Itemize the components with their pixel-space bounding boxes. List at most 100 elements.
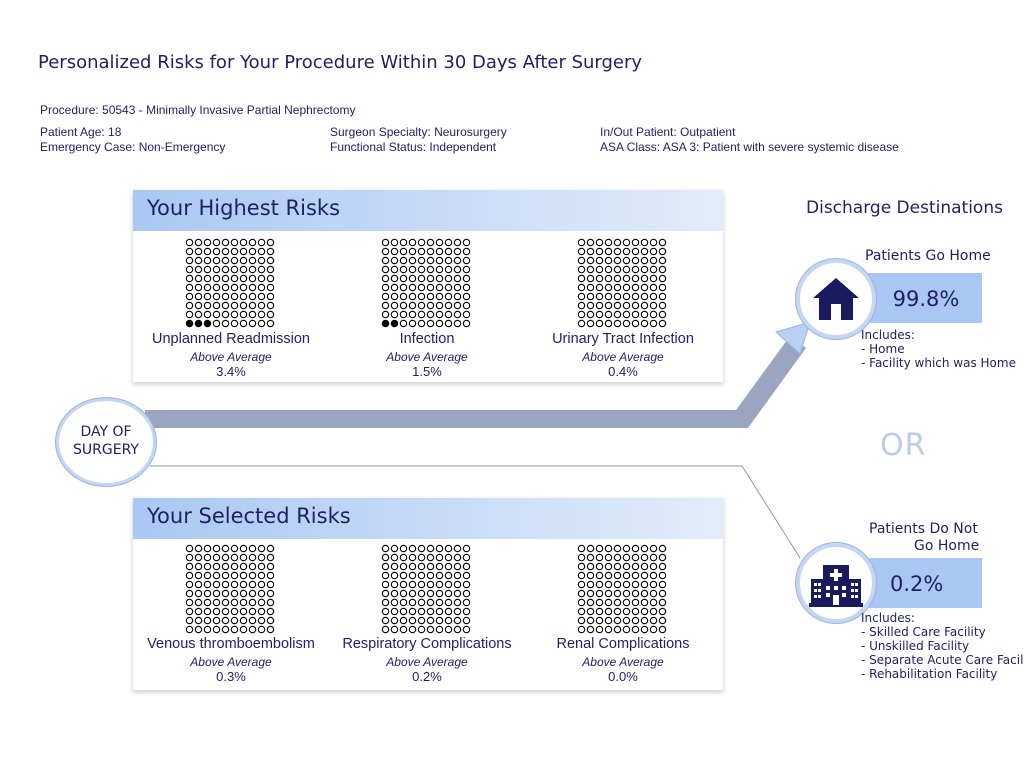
patient-dot	[194, 256, 203, 265]
patient-dot	[586, 553, 595, 562]
patient-dot	[381, 256, 390, 265]
highest-risks-header: Your Highest Risks	[133, 190, 723, 231]
patient-dot	[649, 256, 658, 265]
patient-dot	[381, 265, 390, 274]
patient-dot	[417, 256, 426, 265]
patient-dot	[658, 625, 667, 634]
patient-dot	[221, 292, 230, 301]
patient-dot	[212, 625, 221, 634]
patient-dot	[221, 589, 230, 598]
patient-dot	[408, 616, 417, 625]
patient-dot	[221, 571, 230, 580]
patient-dot	[408, 571, 417, 580]
patient-dot	[381, 580, 390, 589]
patient-dot	[399, 247, 408, 256]
patient-dot	[194, 562, 203, 571]
patient-dot	[248, 544, 257, 553]
patient-dot	[257, 238, 266, 247]
patient-dot	[221, 283, 230, 292]
patient-dot	[408, 589, 417, 598]
patient-dot	[185, 274, 194, 283]
risk-dot-grid	[185, 238, 276, 328]
patient-dot	[203, 616, 212, 625]
risk-label: Renal Complications	[556, 636, 690, 652]
patient-dot	[426, 607, 435, 616]
patient-dot	[622, 607, 631, 616]
patient-dot	[595, 256, 604, 265]
patient-dot	[257, 301, 266, 310]
patient-dot	[649, 625, 658, 634]
house-icon-circle	[796, 259, 876, 339]
patient-dot	[658, 283, 667, 292]
patient-dot	[239, 319, 248, 328]
patient-dot	[203, 274, 212, 283]
selected-risks-header: Your Selected Risks	[133, 498, 723, 539]
patient-dot	[577, 319, 586, 328]
patient-dot	[194, 607, 203, 616]
patient-dot	[649, 562, 658, 571]
patient-dot	[453, 544, 462, 553]
patient-dot	[622, 571, 631, 580]
patient-dot	[212, 310, 221, 319]
patient-dot	[658, 607, 667, 616]
patient-dot	[390, 562, 399, 571]
patient-dot	[221, 607, 230, 616]
selected-risks-panel: Your Selected Risks Venous thromboemboli…	[133, 498, 723, 690]
patient-dot	[577, 310, 586, 319]
patient-dot	[185, 544, 194, 553]
patient-dot	[595, 247, 604, 256]
patient-dot	[435, 256, 444, 265]
patient-dot	[649, 598, 658, 607]
patient-dot	[462, 607, 471, 616]
patient-dot	[462, 571, 471, 580]
patient-dot	[649, 571, 658, 580]
patient-dot	[399, 319, 408, 328]
patient-dot	[239, 283, 248, 292]
risk-value: 0.2%	[412, 669, 442, 684]
patient-dot	[435, 274, 444, 283]
patient-dot	[613, 571, 622, 580]
patient-dot	[426, 571, 435, 580]
patient-dot	[194, 571, 203, 580]
patient-dot	[399, 274, 408, 283]
patient-dot	[221, 562, 230, 571]
patient-dot	[194, 292, 203, 301]
patient-dot	[649, 274, 658, 283]
patient-dot	[444, 544, 453, 553]
patient-dot	[381, 625, 390, 634]
patient-dot	[417, 616, 426, 625]
risk-dot-grid	[185, 544, 276, 634]
patient-dot	[230, 301, 239, 310]
patient-dot	[257, 616, 266, 625]
patient-dot	[604, 274, 613, 283]
patient-dot	[631, 265, 640, 274]
patient-dot	[239, 571, 248, 580]
patient-dot	[577, 553, 586, 562]
patient-dot	[257, 544, 266, 553]
patient-dot	[417, 589, 426, 598]
patient-dot	[586, 562, 595, 571]
patient-dot	[604, 310, 613, 319]
patient-dot	[622, 598, 631, 607]
day-of-surgery-line2: SURGERY	[73, 442, 139, 458]
risk-label: Venous thromboembolism	[147, 636, 315, 652]
patient-dot	[408, 562, 417, 571]
patient-dot	[631, 571, 640, 580]
patient-dot	[185, 265, 194, 274]
functional-status: Functional Status: Independent	[330, 140, 497, 154]
patient-dot-affected	[203, 319, 212, 328]
patient-dot	[613, 274, 622, 283]
patient-dot	[649, 607, 658, 616]
patient-dot	[435, 310, 444, 319]
patient-dot	[408, 256, 417, 265]
patient-dot	[230, 283, 239, 292]
patient-dot	[435, 598, 444, 607]
patient-dot	[435, 301, 444, 310]
patient-dot	[239, 544, 248, 553]
patient-dot	[399, 607, 408, 616]
patient-dot	[194, 598, 203, 607]
patient-dot	[453, 571, 462, 580]
risk-category: Above Average	[582, 350, 664, 364]
patient-dot	[266, 553, 275, 562]
dot-grid-svg	[185, 238, 275, 328]
